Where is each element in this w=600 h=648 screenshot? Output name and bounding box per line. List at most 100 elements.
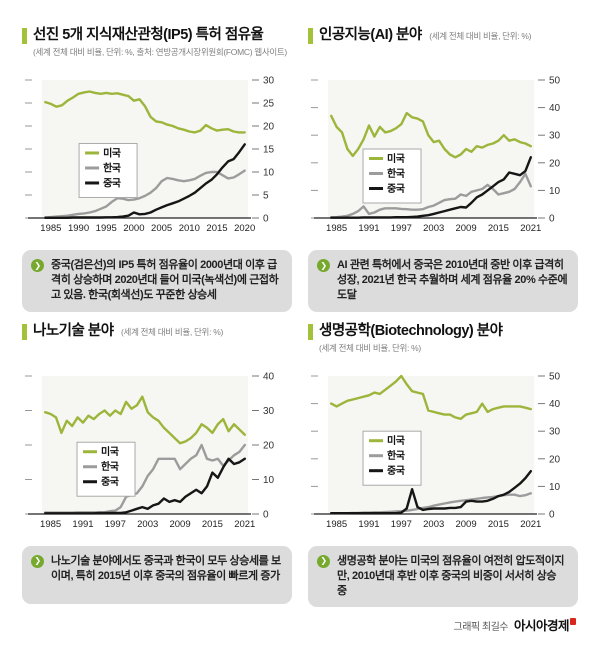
legend-label: 중국 <box>103 177 121 189</box>
panel-subtitle: (세계 전체 대비 비율, 단위: %) <box>319 342 421 353</box>
annotation-note: ❯ 중국(검은선)의 IP5 특허 점유율이 2000년대 이후 급격히 상승하… <box>22 250 292 312</box>
y-tick-label: 10 <box>263 168 275 179</box>
y-tick-label: 0 <box>263 214 269 225</box>
legend-label: 미국 <box>101 445 119 458</box>
x-tick-label: 2000 <box>123 223 144 234</box>
x-tick-label: 2009 <box>169 519 190 530</box>
y-tick-label: 10 <box>549 481 561 492</box>
panel-nano-header: 나노기술 분야 (세계 전체 대비 비율, 단위: %) <box>22 322 292 368</box>
series-line-us <box>44 395 247 445</box>
title-accent-bar <box>22 28 27 44</box>
chevron-bullet-icon: ❯ <box>31 259 44 272</box>
chevron-bullet-icon: ❯ <box>317 259 330 272</box>
graphic-credit: 그래픽 최길수 <box>453 622 509 633</box>
annotation-note: ❯ 생명공학 분야는 미국의 점유율이 여전히 압도적이지만, 2010년대 후… <box>308 545 578 608</box>
note-text: 생명공학 분야는 미국의 점유율이 여전히 압도적이지만, 2010년대 후반 … <box>337 554 565 597</box>
plot-area <box>42 80 248 218</box>
chart-grid: 선진 5개 지식재산관청(IP5) 특허 점유율 (세계 전체 대비 비율, 단… <box>22 26 578 608</box>
line-chart-bio: 0 10 20 30 40 50 1985 1991 1997 2003 2009 2015 2021 미… <box>311 371 561 530</box>
chevron-bullet-icon: ❯ <box>31 554 44 568</box>
brand-logo: 아시아경제 <box>514 615 576 634</box>
x-tick-label: 1995 <box>96 223 117 234</box>
plot-area <box>42 375 248 514</box>
panel-ip5: 선진 5개 지식재산관청(IP5) 특허 점유율 (세계 전체 대비 비율, 단… <box>22 26 292 312</box>
x-tick-label: 2015 <box>202 519 223 530</box>
panel-bio: 생명공학(Biotechnology) 분야 (세계 전체 대비 비율, 단위:… <box>308 322 578 608</box>
x-tick-label: 2015 <box>488 223 509 234</box>
note-text: 나노기술 분야에서도 중국과 한국이 모두 상승세를 보이며, 특히 2015년… <box>51 554 281 582</box>
y-tick-label: 20 <box>549 454 561 465</box>
x-tick-label: 1985 <box>40 223 61 234</box>
x-tick-label: 2010 <box>179 223 200 234</box>
x-tick-label: 1997 <box>391 223 412 234</box>
series-line-us <box>330 111 533 159</box>
legend-label: 한국 <box>387 450 405 462</box>
y-tick-label: 30 <box>263 76 275 87</box>
panel-ai: 인공지능(AI) 분야 (세계 전체 대비 비율, 단위: %) 0 10 20 30… <box>308 26 578 312</box>
legend-label: 한국 <box>103 162 121 174</box>
x-tick-label: 1985 <box>326 223 347 234</box>
y-tick-label: 40 <box>549 103 561 114</box>
y-tick-label: 40 <box>263 371 275 382</box>
panel-title: 나노기술 분야 <box>33 322 114 339</box>
panel-subtitle: (세계 전체 대비 비율, 단위: %) <box>429 31 532 41</box>
x-tick-label: 1997 <box>105 519 126 530</box>
x-tick-label: 1990 <box>68 223 89 234</box>
series-line-china <box>330 469 533 514</box>
legend-label: 미국 <box>387 434 405 447</box>
y-tick-label: 0 <box>549 214 555 225</box>
panel-bio-header: 생명공학(Biotechnology) 분야 (세계 전체 대비 비율, 단위:… <box>308 322 578 368</box>
line-chart-ai: 0 10 20 30 40 50 1985 1991 1997 2003 2009 2015 2021 미… <box>311 76 561 234</box>
chevron-bullet-icon: ❯ <box>317 554 330 568</box>
series-line-china <box>44 457 247 515</box>
x-tick-label: 2021 <box>520 519 541 530</box>
x-tick-label: 1985 <box>326 519 347 530</box>
y-tick-label: 20 <box>549 158 561 169</box>
x-tick-label: 1985 <box>40 519 61 530</box>
legend-label: 미국 <box>387 152 405 165</box>
legend-label: 중국 <box>387 465 405 477</box>
y-tick-label: 40 <box>549 399 561 410</box>
y-tick-label: 30 <box>263 406 275 417</box>
x-tick-label: 1991 <box>358 223 379 234</box>
series-line-china <box>44 143 246 220</box>
y-tick-label: 10 <box>549 186 561 197</box>
x-tick-label: 1997 <box>391 519 412 530</box>
y-tick-label: 20 <box>263 122 275 133</box>
legend-label: 중국 <box>101 476 119 488</box>
y-tick-label: 50 <box>549 76 561 87</box>
series-line-korea <box>330 172 533 219</box>
title-accent-bar <box>308 323 313 340</box>
x-tick-label: 2003 <box>423 223 444 234</box>
x-tick-label: 2009 <box>455 519 476 530</box>
legend-label: 미국 <box>103 146 121 159</box>
x-tick-label: 2005 <box>151 223 172 234</box>
y-tick-label: 0 <box>549 509 555 520</box>
legend-label: 한국 <box>387 168 405 180</box>
legend-label: 중국 <box>387 183 405 195</box>
annotation-note: ❯ 나노기술 분야에서도 중국과 한국이 모두 상승세를 보이며, 특히 201… <box>22 545 292 604</box>
x-tick-label: 2015 <box>488 519 509 530</box>
x-tick-label: 1991 <box>72 519 93 530</box>
title-accent-bar <box>308 28 313 44</box>
plot-area <box>328 375 534 514</box>
brand-mark-icon <box>570 617 576 625</box>
y-tick-label: 10 <box>263 475 275 486</box>
x-tick-label: 2003 <box>137 519 158 530</box>
y-tick-label: 30 <box>549 131 561 142</box>
series-line-korea <box>44 169 246 219</box>
y-tick-label: 0 <box>263 509 269 520</box>
y-tick-label: 5 <box>263 191 269 202</box>
panel-ai-header: 인공지능(AI) 분야 (세계 전체 대비 비율, 단위: %) <box>308 26 578 72</box>
x-tick-label: 2020 <box>234 223 255 234</box>
y-tick-label: 15 <box>263 145 275 156</box>
panel-title: 선진 5개 지식재산관청(IP5) 특허 점유율 <box>33 27 264 43</box>
panel-nano: 나노기술 분야 (세계 전체 대비 비율, 단위: %) 0 10 20 30 40 19… <box>22 322 292 608</box>
x-tick-label: 2021 <box>234 519 255 530</box>
x-tick-label: 1991 <box>358 519 379 530</box>
series-line-us <box>330 374 533 420</box>
y-tick-label: 20 <box>263 440 275 451</box>
